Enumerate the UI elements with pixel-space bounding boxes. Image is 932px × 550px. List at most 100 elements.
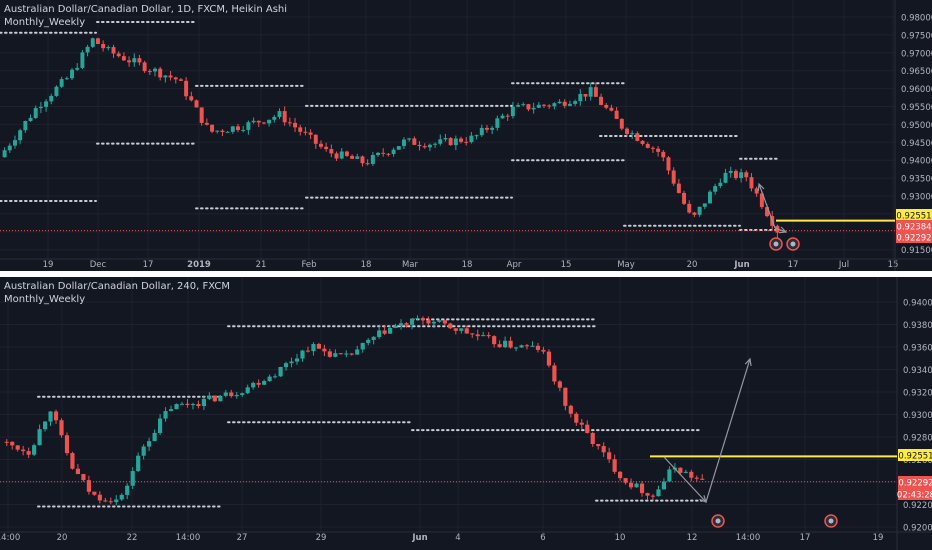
candle-body [567, 103, 572, 106]
candle-body [42, 421, 48, 430]
candle-body [524, 345, 530, 347]
candle-body [661, 481, 667, 490]
x-tick-label: Jun [411, 533, 427, 543]
h4-chart-legend: Australian Dollar/Canadian Dollar, 240, … [4, 280, 230, 306]
candle-body [101, 43, 106, 49]
candle-body [251, 120, 256, 123]
candle-body [437, 320, 442, 322]
candle-body [190, 404, 196, 406]
price-label-bg [898, 476, 932, 488]
candle-body [81, 474, 86, 481]
price-label-bg [896, 231, 932, 243]
event-icon-dot [773, 241, 779, 247]
candle-body [316, 344, 321, 349]
candle-body [86, 480, 91, 492]
candle-body [168, 75, 173, 78]
candle-body [85, 46, 90, 53]
candle-body [289, 361, 294, 364]
candle-body [10, 441, 15, 446]
candle-body [683, 471, 688, 473]
candle-body [505, 115, 510, 117]
candle-body [147, 71, 152, 73]
candle-body [639, 483, 645, 494]
candle-body [666, 157, 671, 171]
candle-body [278, 366, 283, 377]
candle-body [132, 58, 137, 63]
pane-divider[interactable] [0, 271, 932, 277]
candle-body [650, 495, 656, 497]
event-icon-dot [790, 241, 796, 247]
arrowhead [744, 357, 752, 367]
candle-body [64, 78, 69, 80]
candle-body [382, 330, 387, 334]
x-tick-label: 20 [57, 533, 68, 543]
candle-body [687, 203, 692, 213]
candle-body [53, 411, 59, 421]
candle-body [59, 420, 64, 436]
candle-body [754, 188, 759, 194]
candle-body [609, 107, 614, 111]
candle-body [396, 146, 401, 150]
candle-body [377, 330, 382, 337]
candle-body [15, 445, 20, 450]
candle-body [618, 471, 623, 479]
candle-body [578, 93, 583, 102]
candle-body [412, 138, 417, 145]
candle-body [645, 493, 650, 496]
x-tick-label: 6 [540, 533, 545, 543]
candle-body [612, 459, 617, 472]
candle-body [546, 351, 551, 366]
candle-body [519, 345, 524, 348]
candle-body [152, 432, 157, 442]
candle-body [486, 335, 491, 337]
candle-body [225, 131, 230, 133]
candle-body [28, 117, 33, 122]
candle-body [32, 445, 37, 455]
candle-body [568, 405, 573, 414]
candle-body [427, 144, 432, 148]
candle-body [448, 138, 453, 146]
candle-body [251, 382, 256, 388]
candle-body [360, 342, 365, 350]
candle-body [433, 143, 438, 145]
candle-body [676, 183, 681, 193]
candle-body [163, 75, 168, 78]
candle-body [241, 129, 246, 131]
candle-body [158, 418, 163, 433]
candle-body [547, 105, 552, 107]
candle-body [261, 122, 266, 124]
event-icon-dot [828, 518, 834, 524]
candle-body [75, 67, 80, 70]
candle-body [344, 151, 349, 156]
candle-body [497, 344, 502, 348]
candle-body [516, 105, 521, 107]
candle-body [234, 394, 239, 397]
candle-body [142, 62, 147, 72]
x-tick-label: Apr [507, 260, 522, 270]
x-tick-label: 20 [687, 260, 698, 270]
candle-body [236, 126, 240, 131]
candle-body [294, 358, 300, 362]
candle-body [21, 449, 26, 452]
candle-body [240, 393, 245, 395]
candle-body [282, 111, 287, 123]
candle-body [173, 77, 178, 80]
candle-body [48, 411, 53, 422]
candle-body [765, 207, 770, 217]
candle-body [588, 87, 593, 97]
x-tick-label: 17 [800, 533, 811, 543]
candle-body [7, 145, 12, 151]
candle-body [210, 124, 215, 132]
candle-body [355, 156, 360, 159]
candle-body [557, 381, 562, 388]
candle-body [223, 392, 228, 396]
